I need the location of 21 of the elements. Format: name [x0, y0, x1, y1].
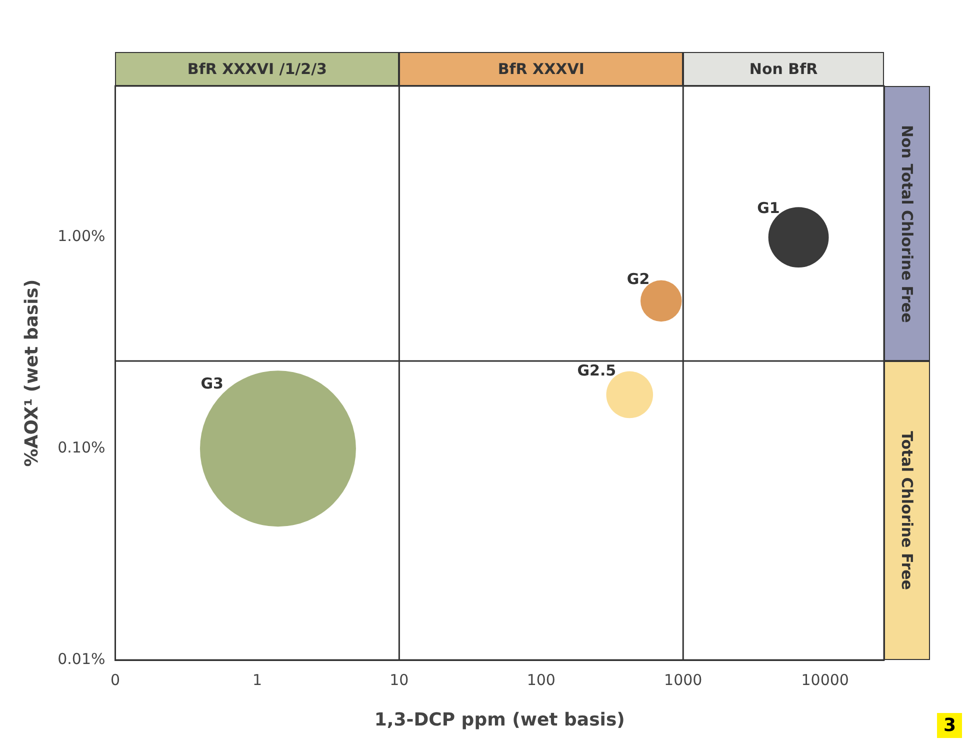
- header-strip: Non BfR: [683, 52, 884, 86]
- y-tick-label: 1.00%: [58, 227, 106, 246]
- x-tick-label: 100: [526, 670, 556, 689]
- y-tick-label: 0.10%: [58, 438, 106, 457]
- header-strip: BfR XXXVI /1/2/3: [115, 52, 400, 86]
- y-tick-label: 0.01%: [58, 650, 106, 668]
- y-axis-title: %AOX¹ (wet basis): [21, 279, 42, 467]
- header-strip: BfR XXXVI: [399, 52, 684, 86]
- x-tick-label: 10: [390, 670, 409, 689]
- x-tick-label: 1000: [664, 670, 702, 689]
- x-tick-label: 0: [110, 670, 120, 689]
- series-label: G2.5: [577, 362, 616, 380]
- side-strip: Non Total Chlorine Free: [884, 86, 930, 361]
- x-tick-label: 1: [252, 670, 262, 689]
- series-label: G1: [757, 199, 780, 218]
- series-label: G3: [200, 374, 224, 393]
- side-strip: Total Chlorine Free: [884, 360, 930, 660]
- text: 3: [937, 713, 962, 738]
- x-axis-title: 1,3-DCP ppm (wet basis): [374, 709, 625, 730]
- x-tick-label: 10000: [801, 670, 849, 689]
- series-label: G2: [626, 270, 650, 288]
